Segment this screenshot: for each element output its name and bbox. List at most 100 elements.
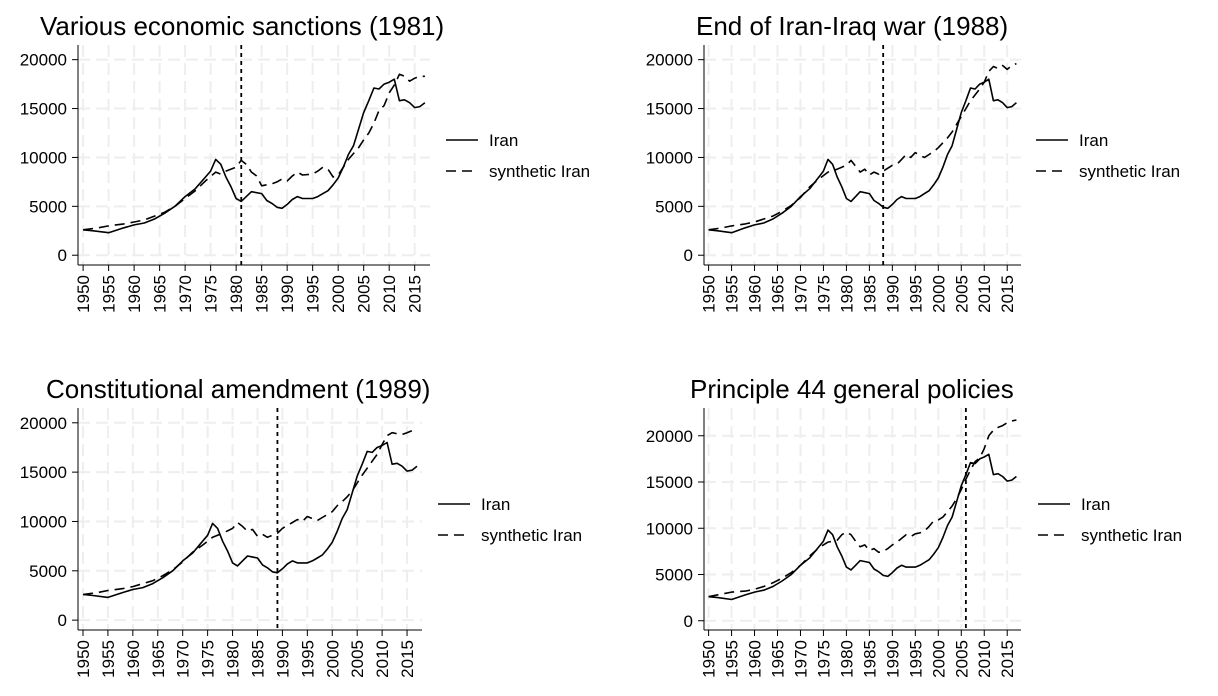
legend-label-iran: Iran	[1081, 495, 1110, 514]
x-tick-label: 2005	[952, 640, 971, 678]
x-tick-label: 1995	[298, 640, 317, 678]
y-tick-label: 20000	[20, 414, 67, 433]
x-tick-label: 1995	[906, 275, 925, 313]
x-tick-label: 1950	[700, 640, 719, 678]
x-tick-label: 1970	[791, 640, 810, 678]
y-tick-label: 5000	[29, 197, 67, 216]
y-tick-label: 0	[684, 612, 693, 631]
x-tick-label: 1980	[837, 275, 856, 313]
x-tick-label: 1975	[199, 640, 218, 678]
y-tick-label: 15000	[646, 100, 693, 119]
x-tick-label: 1970	[174, 640, 193, 678]
chart-panel-3: Constitutional amendment (1989) 0 5000 1000…	[20, 374, 582, 678]
x-tick-label: 1965	[149, 640, 168, 678]
x-tick-label: 1985	[860, 275, 879, 313]
legend: Iran synthetic Iran	[1036, 131, 1180, 181]
x-tick-label: 1975	[202, 275, 221, 313]
y-tick-label: 10000	[20, 512, 67, 531]
legend: Iran synthetic Iran	[446, 131, 590, 181]
y-tick-label: 5000	[655, 197, 693, 216]
chart-title: Constitutional amendment (1989)	[46, 374, 430, 404]
x-tick-label: 1955	[723, 275, 742, 313]
x-tick-label: 1990	[278, 275, 297, 313]
x-tick-label: 1970	[176, 275, 195, 313]
synthetic-iran-series-line	[708, 419, 1017, 598]
x-tick-label: 2010	[975, 275, 994, 313]
x-tick-label: 2005	[952, 275, 971, 313]
x-tick-label: 2015	[398, 640, 417, 678]
chart-panel-1: Various economic sanctions (1981) 0 5000 10…	[20, 11, 590, 313]
legend-label-iran: Iran	[481, 495, 510, 514]
x-tick-label: 1990	[273, 640, 292, 678]
synthetic-iran-series-line	[82, 428, 418, 596]
x-tick-label: 2015	[998, 275, 1017, 313]
x-tick-label: 1950	[700, 275, 719, 313]
x-tick-label: 1975	[814, 640, 833, 678]
x-tick-label: 2000	[329, 275, 348, 313]
x-tick-label: 2015	[406, 275, 425, 313]
x-tick-label: 1980	[224, 640, 243, 678]
x-tick-label: 1980	[837, 640, 856, 678]
iran-series-line	[83, 78, 426, 234]
x-tick-label: 1955	[99, 640, 118, 678]
y-tick-label: 10000	[646, 519, 693, 538]
x-tick-label: 1950	[74, 275, 93, 313]
x-tick-label: 1965	[769, 275, 788, 313]
legend-label-iran: Iran	[489, 131, 518, 150]
x-tick-label: 2005	[355, 275, 374, 313]
x-tick-label: 1985	[248, 640, 267, 678]
legend: Iran synthetic Iran	[438, 495, 582, 545]
y-tick-label: 15000	[20, 100, 67, 119]
y-tick-label: 10000	[646, 148, 693, 167]
legend-label-synthetic-iran: synthetic Iran	[481, 526, 582, 545]
x-tick-label: 1975	[814, 275, 833, 313]
iran-series-line	[708, 453, 1017, 601]
chart-panel-2: End of Iran-Iraq war (1988) 0 5000 10000 150…	[646, 11, 1180, 313]
x-tick-label: 1990	[883, 275, 902, 313]
y-tick-label: 5000	[29, 562, 67, 581]
x-tick-label: 1960	[125, 275, 144, 313]
x-tick-label: 1970	[791, 275, 810, 313]
x-tick-label: 1980	[227, 275, 246, 313]
x-tick-label: 2000	[929, 275, 948, 313]
x-tick-label: 1990	[883, 640, 902, 678]
chart-panel-4: Principle 44 general policies 0 5000 10000 1…	[646, 374, 1182, 678]
y-tick-label: 15000	[646, 473, 693, 492]
chart-title: Principle 44 general policies	[690, 374, 1014, 404]
chart-title: End of Iran-Iraq war (1988)	[696, 11, 1008, 41]
x-tick-label: 1955	[100, 275, 119, 313]
synthetic-iran-series-line	[708, 62, 1017, 231]
x-tick-label: 1995	[906, 640, 925, 678]
x-tick-label: 1985	[253, 275, 272, 313]
x-tick-label: 1965	[151, 275, 170, 313]
x-tick-label: 1960	[124, 640, 143, 678]
chart-title: Various economic sanctions (1981)	[40, 11, 444, 41]
x-tick-label: 1955	[723, 640, 742, 678]
x-tick-label: 1965	[769, 640, 788, 678]
x-tick-label: 2005	[348, 640, 367, 678]
x-tick-label: 2010	[975, 640, 994, 678]
legend: Iran synthetic Iran	[1038, 495, 1182, 545]
iran-series-line	[708, 78, 1017, 234]
x-tick-label: 1995	[304, 275, 323, 313]
y-tick-label: 0	[58, 611, 67, 630]
x-tick-label: 2000	[929, 640, 948, 678]
x-tick-label: 2010	[380, 275, 399, 313]
y-tick-label: 20000	[20, 51, 67, 70]
y-tick-label: 10000	[20, 148, 67, 167]
x-tick-label: 1960	[746, 275, 765, 313]
legend-label-synthetic-iran: synthetic Iran	[489, 162, 590, 181]
y-tick-label: 5000	[655, 566, 693, 585]
x-tick-label: 2000	[323, 640, 342, 678]
x-tick-label: 1950	[74, 640, 93, 678]
y-tick-label: 0	[58, 246, 67, 265]
y-tick-label: 0	[684, 246, 693, 265]
legend-label-iran: Iran	[1079, 131, 1108, 150]
y-tick-label: 15000	[20, 463, 67, 482]
x-tick-label: 2010	[373, 640, 392, 678]
y-tick-label: 20000	[646, 427, 693, 446]
x-tick-label: 1960	[746, 640, 765, 678]
y-tick-label: 20000	[646, 51, 693, 70]
legend-label-synthetic-iran: synthetic Iran	[1081, 526, 1182, 545]
